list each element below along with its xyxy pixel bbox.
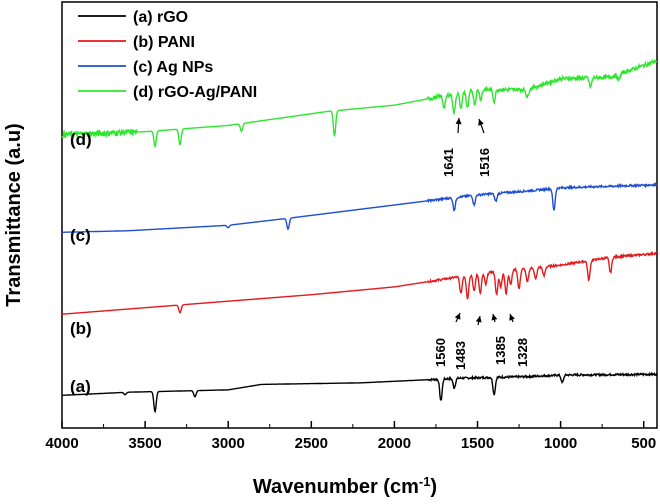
series-line-3 — [62, 181, 658, 234]
curve-label: (d) — [70, 130, 92, 149]
legend-label: (c) Ag NPs — [133, 59, 213, 76]
x-tick-label: 3500 — [128, 435, 161, 452]
peak-label: 1483 — [453, 341, 468, 370]
x-tick-label: 4000 — [45, 435, 78, 452]
peak-arrowhead — [454, 313, 461, 320]
peak-arrowhead — [478, 119, 484, 126]
legend-label: (b) PANI — [133, 34, 195, 51]
x-axis-title: Wavenumber (cm-1) — [253, 474, 437, 499]
series-line-4 — [61, 58, 658, 148]
curve-label: (b) — [70, 319, 92, 338]
peak-arrowhead — [509, 314, 515, 321]
x-tick-label: 1500 — [461, 435, 494, 452]
x-tick-label: 3000 — [212, 435, 245, 452]
series-line-2 — [62, 250, 658, 315]
peak-arrowhead — [491, 314, 498, 321]
peak-arrowhead — [475, 316, 482, 323]
peak-annotations: 1641 1516 1560 1483 1385 1328 — [433, 117, 530, 370]
x-tick-label: 2000 — [378, 435, 411, 452]
curve-labels: (a) (b) (c) (d) — [70, 130, 92, 396]
series-line-1 — [62, 371, 658, 414]
curve-label: (a) — [70, 377, 91, 396]
peak-label: 1516 — [477, 148, 492, 177]
peak-label: 1328 — [515, 338, 530, 367]
legend-label: (a) rGO — [133, 9, 188, 26]
peak-label: 1385 — [493, 336, 508, 365]
peak-arrowhead — [455, 118, 462, 125]
x-axis-ticks: 4000 3500 3000 2500 2000 1500 1000 500 — [45, 421, 656, 452]
legend: (a) rGO (b) PANI (c) Ag NPs (d) rGO-Ag/PANI — [78, 9, 257, 101]
peak-label: 1641 — [441, 148, 456, 177]
plot-frame — [61, 1, 658, 429]
x-tick-label: 500 — [631, 435, 656, 452]
spectra-curves — [61, 58, 658, 414]
x-tick-label: 2500 — [295, 435, 328, 452]
peak-label: 1560 — [433, 338, 448, 367]
y-axis-title: Transmittance (a.u) — [3, 123, 25, 306]
legend-label: (d) rGO-Ag/PANI — [133, 84, 257, 101]
x-tick-label: 1000 — [544, 435, 577, 452]
curve-label: (c) — [70, 226, 91, 245]
